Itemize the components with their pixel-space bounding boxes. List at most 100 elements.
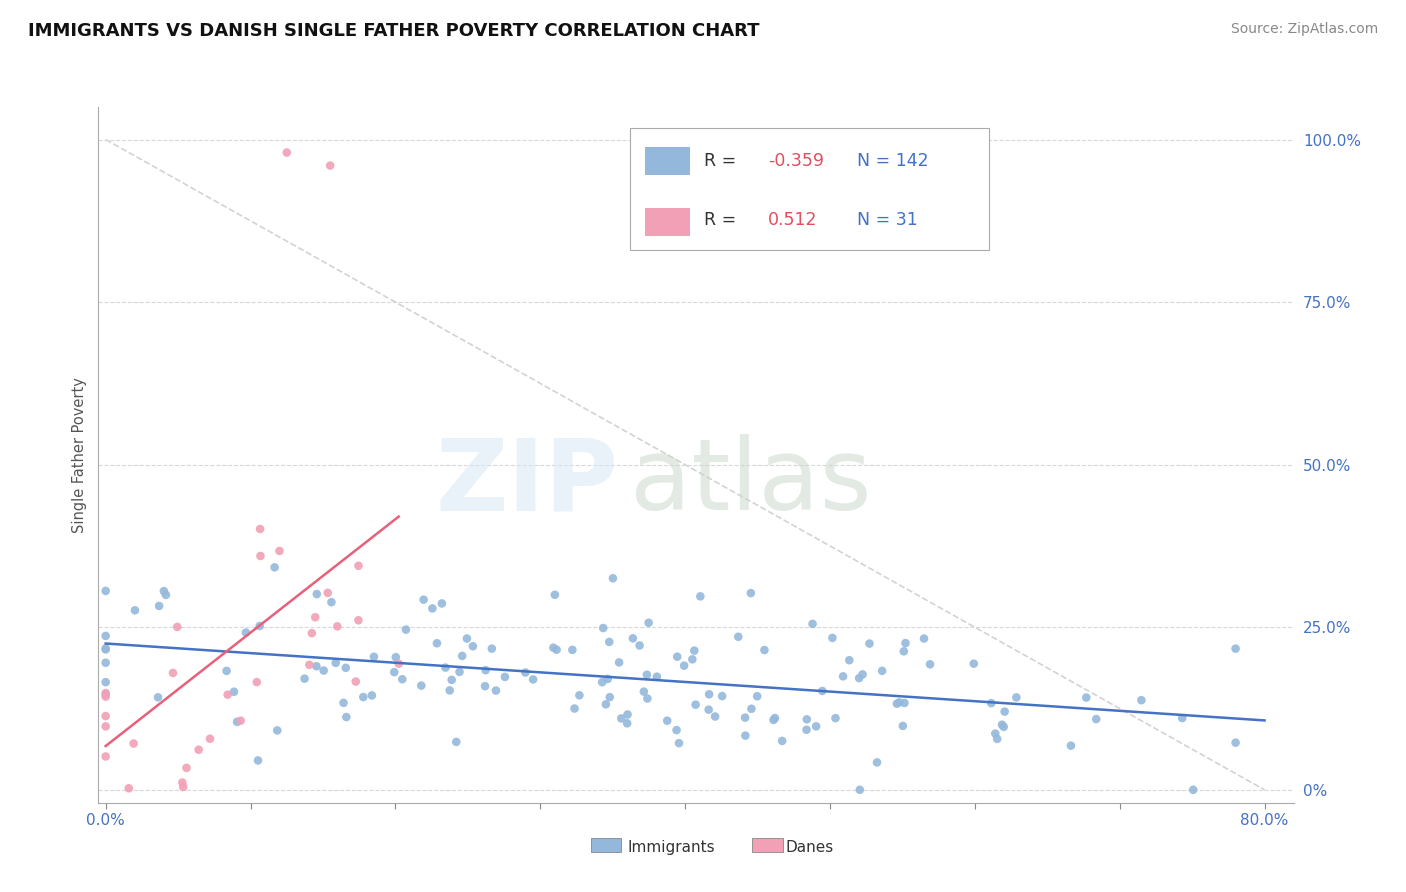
Point xyxy=(740,702,762,716)
Point xyxy=(824,711,846,725)
Point xyxy=(852,667,875,681)
Point xyxy=(599,690,621,705)
Point xyxy=(246,675,269,690)
Point xyxy=(304,610,326,624)
Point xyxy=(430,597,453,611)
Point xyxy=(616,716,638,731)
Text: R =: R = xyxy=(704,211,737,229)
Point xyxy=(665,723,688,738)
Text: IMMIGRANTS VS DANISH SINGLE FATHER POVERTY CORRELATION CHART: IMMIGRANTS VS DANISH SINGLE FATHER POVER… xyxy=(28,22,759,40)
Point xyxy=(668,736,690,750)
Point xyxy=(591,675,613,690)
Text: Danes: Danes xyxy=(786,840,834,855)
Point xyxy=(848,671,870,685)
Point xyxy=(411,679,433,693)
Point xyxy=(763,711,786,725)
Text: N = 31: N = 31 xyxy=(858,211,918,229)
Point xyxy=(734,711,756,725)
Point xyxy=(94,686,117,700)
Point xyxy=(312,664,335,678)
Text: ZIP: ZIP xyxy=(436,434,619,532)
Point xyxy=(711,689,734,703)
Point xyxy=(1060,739,1083,753)
Point xyxy=(564,701,586,715)
Point xyxy=(94,642,117,657)
Point xyxy=(1171,711,1194,725)
Point xyxy=(673,658,696,673)
Point xyxy=(360,689,382,703)
Point xyxy=(1085,712,1108,726)
FancyBboxPatch shape xyxy=(630,128,988,250)
Point xyxy=(276,145,298,160)
Point xyxy=(94,629,117,643)
Text: atlas: atlas xyxy=(630,434,872,532)
Text: Source: ZipAtlas.com: Source: ZipAtlas.com xyxy=(1230,22,1378,37)
Point xyxy=(963,657,986,671)
Point xyxy=(1076,690,1098,705)
Point xyxy=(544,588,567,602)
Point xyxy=(801,616,824,631)
Point xyxy=(391,672,413,686)
Point xyxy=(316,586,339,600)
Point xyxy=(740,586,762,600)
Point xyxy=(689,590,711,604)
Point xyxy=(485,683,508,698)
Point xyxy=(449,665,471,679)
Point xyxy=(474,663,496,677)
Point xyxy=(866,756,889,770)
Point xyxy=(335,710,357,724)
Point xyxy=(681,652,703,666)
Point xyxy=(595,698,617,712)
Point xyxy=(734,729,756,743)
Point xyxy=(187,742,209,756)
Point xyxy=(596,672,619,686)
Point xyxy=(461,640,484,654)
Point xyxy=(94,675,117,690)
Point xyxy=(305,587,328,601)
Point xyxy=(222,685,245,699)
Point xyxy=(148,599,170,613)
Point xyxy=(172,775,194,789)
Point xyxy=(347,613,370,627)
Point xyxy=(363,649,385,664)
Point xyxy=(352,690,374,704)
Text: N = 142: N = 142 xyxy=(858,153,929,170)
Point xyxy=(796,712,818,726)
Point xyxy=(697,703,720,717)
Point xyxy=(249,549,271,563)
Point xyxy=(754,643,776,657)
Point xyxy=(155,588,177,602)
Point xyxy=(1130,693,1153,707)
Point xyxy=(335,661,357,675)
Point xyxy=(704,709,727,723)
Point xyxy=(94,690,117,704)
Point xyxy=(347,558,370,573)
Point xyxy=(215,664,238,678)
Point xyxy=(166,620,188,634)
Point xyxy=(546,642,568,657)
Point xyxy=(266,723,288,738)
Point xyxy=(446,735,468,749)
Bar xyxy=(644,208,690,235)
Point xyxy=(247,754,270,768)
Point xyxy=(301,626,323,640)
Point xyxy=(832,669,855,683)
Point xyxy=(796,723,818,737)
Point xyxy=(217,688,239,702)
Point xyxy=(235,625,257,640)
Point xyxy=(118,781,141,796)
Point xyxy=(628,639,651,653)
Point xyxy=(94,583,117,598)
Point xyxy=(889,695,911,709)
Point xyxy=(602,571,624,585)
Text: R =: R = xyxy=(704,153,737,170)
Point xyxy=(727,630,749,644)
Point xyxy=(515,665,537,680)
Point xyxy=(172,780,194,794)
Point xyxy=(153,584,176,599)
Point xyxy=(747,690,769,704)
Point xyxy=(94,656,117,670)
Point xyxy=(568,688,591,702)
Point xyxy=(94,709,117,723)
Point xyxy=(637,615,659,630)
